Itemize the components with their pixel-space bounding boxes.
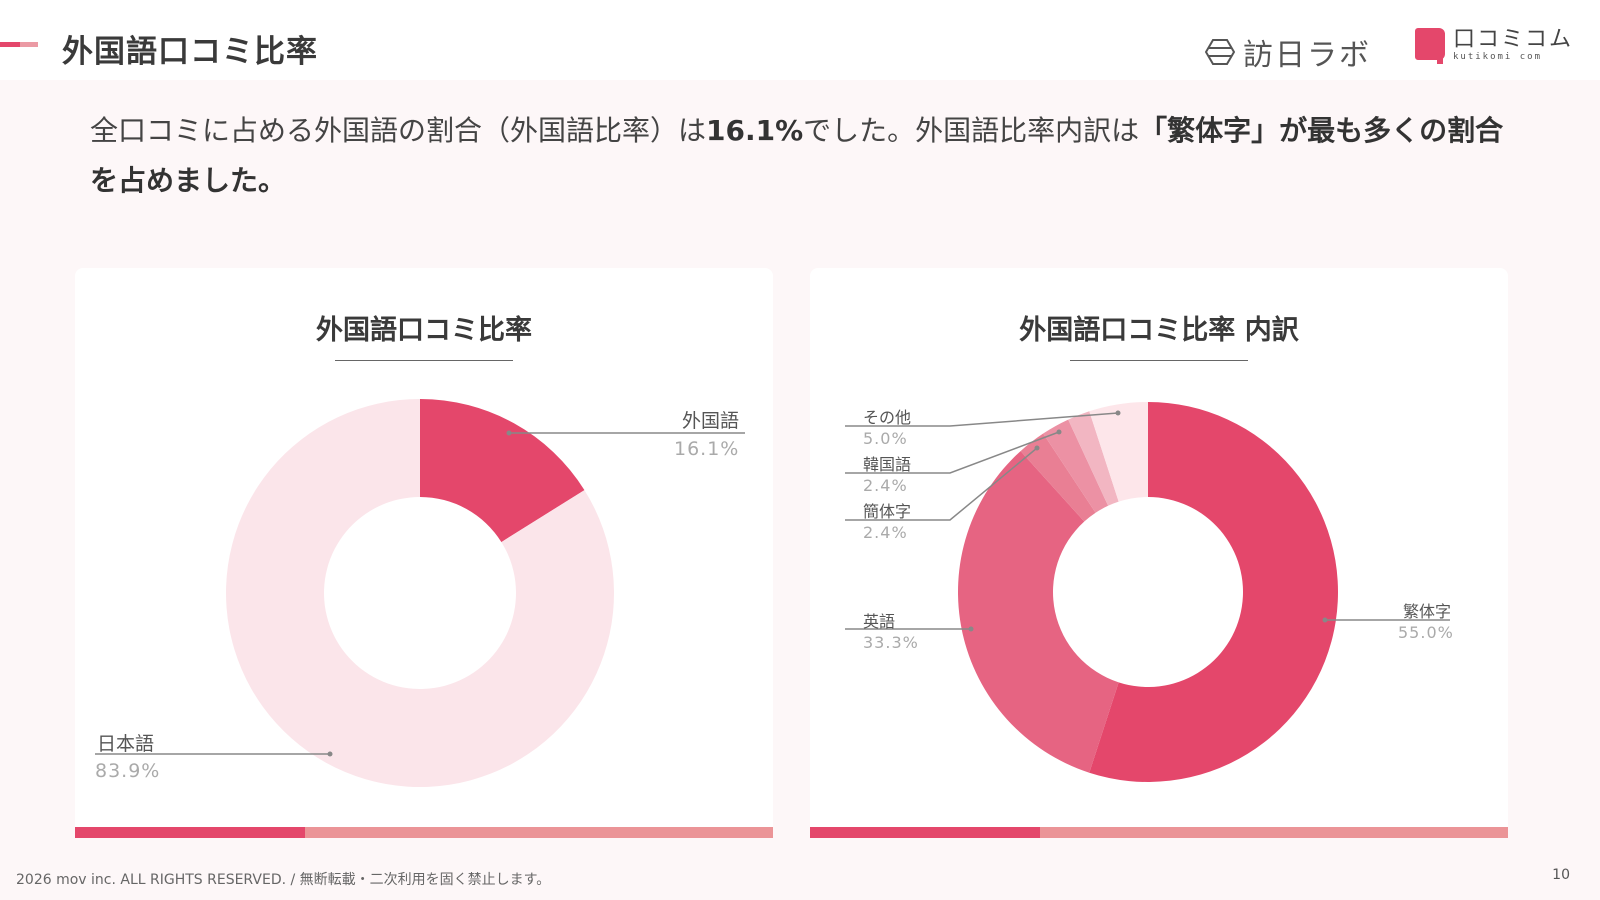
title-accent-bar — [0, 42, 38, 47]
label-simplified-chinese: 簡体字 — [863, 502, 912, 521]
leader-dot — [1056, 429, 1062, 435]
logo-kutikomi-com: 口コミコム kutikomi com — [1415, 27, 1574, 64]
leader-dot — [1322, 617, 1328, 623]
donut-slice — [1089, 402, 1338, 782]
value-simplified-chinese: 2.4% — [863, 523, 908, 542]
value-japanese: 83.9% — [95, 760, 161, 782]
donut-slice — [225, 399, 615, 787]
value-korean: 2.4% — [863, 476, 908, 495]
label-traditional-chinese: 繁体字 — [1403, 602, 1452, 621]
leader-line — [845, 431, 1060, 474]
leader-line — [845, 447, 1038, 521]
lead-text: 全口コミに占める外国語の割合（外国語比率）は16.1%でした。外国語比率内訳は「… — [90, 106, 1510, 206]
chart-card-foreign-ratio: 外国語口コミ比率 外国語 16.1% 日本語 83.9% — [75, 268, 773, 838]
page-title: 外国語口コミ比率 — [62, 34, 318, 70]
value-traditional-chinese: 55.0% — [1398, 623, 1454, 642]
donut-slice — [1020, 433, 1096, 522]
logo-honichi-lab: 訪日ラボ — [1205, 30, 1371, 74]
donut-slice — [1043, 419, 1109, 513]
logo-kutikomi-subtext: kutikomi com — [1453, 52, 1543, 62]
title-underline — [335, 360, 513, 361]
leader-dot — [327, 751, 333, 757]
value-other: 5.0% — [863, 429, 908, 448]
hexagon-logo-icon — [1205, 39, 1235, 65]
donut-chart-foreign-ratio — [95, 399, 745, 787]
speech-bubble-logo-icon — [1415, 28, 1445, 64]
page-number: 10 — [1552, 867, 1570, 883]
copyright-footer: 2026 mov inc. ALL RIGHTS RESERVED. / 無断転… — [16, 872, 551, 888]
leader-line — [845, 412, 1119, 427]
leader-dot — [968, 626, 974, 632]
leader-dot — [1115, 410, 1121, 416]
header: 外国語口コミ比率 訪日ラボ 口コミコム kutikomi com — [0, 0, 1600, 80]
label-english: 英語 — [863, 612, 896, 631]
logo-honichi-lab-text: 訪日ラボ — [1243, 38, 1371, 73]
label-other: その他 — [863, 408, 912, 427]
lead-highlight-top: 「繁体字」が最も多くの割合を占めました。 — [90, 114, 1504, 197]
value-english: 33.3% — [863, 633, 919, 652]
lead-part1: 全口コミに占める外国語の割合（外国語比率）は — [90, 114, 707, 147]
chart-card-foreign-breakdown: 外国語口コミ比率 内訳 その他 5.0% 韓国語 2.4% 簡体字 2.4% 英… — [810, 268, 1508, 838]
donut-slice — [1089, 402, 1148, 502]
label-korean: 韓国語 — [863, 455, 912, 474]
donut-slice — [420, 399, 585, 543]
donut-slice — [1068, 411, 1119, 506]
donut-chart-foreign-breakdown — [845, 402, 1450, 782]
chart-title: 外国語口コミ比率 内訳 — [1019, 315, 1299, 346]
lead-part2: でした。外国語比率内訳は — [803, 114, 1140, 147]
label-japanese: 日本語 — [97, 733, 155, 755]
value-foreign: 16.1% — [674, 438, 740, 460]
leader-dot — [506, 430, 512, 436]
lead-highlight-rate: 16.1% — [706, 114, 804, 147]
card-accent-bar — [75, 827, 773, 838]
card-accent-bar — [810, 827, 1508, 838]
title-underline — [1070, 360, 1248, 361]
label-foreign: 外国語 — [682, 410, 740, 432]
leader-dot — [1034, 445, 1040, 451]
donut-slice — [958, 451, 1119, 773]
chart-title: 外国語口コミ比率 — [316, 315, 532, 346]
logo-kutikomi-text: 口コミコム — [1453, 27, 1574, 52]
